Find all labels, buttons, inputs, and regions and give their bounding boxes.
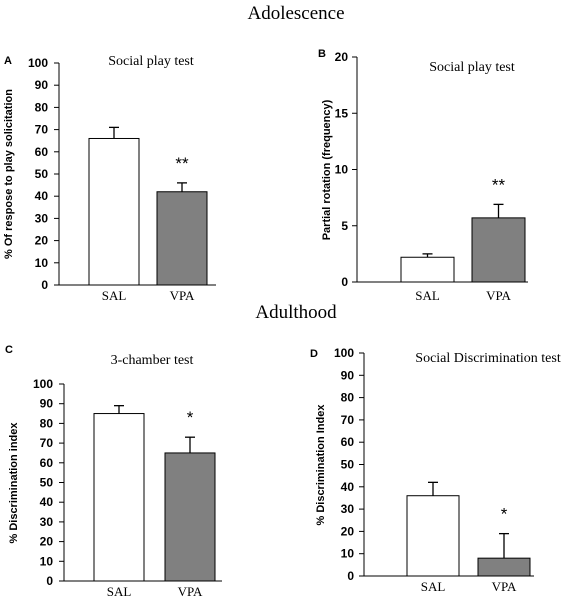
panel-d-y-tick-label: 50 xyxy=(341,458,355,472)
panel-a-bar-sal xyxy=(88,137,140,286)
panel-a-y-tick-label: 30 xyxy=(35,211,49,225)
panel-c-letter: C xyxy=(5,344,13,356)
panel-a-y-tick-label: 10 xyxy=(35,256,49,270)
panel-d-significance-vpa: * xyxy=(501,505,508,524)
panel-b-bar-vpa xyxy=(471,217,526,283)
panel-a-y-tick-label: 60 xyxy=(35,145,49,159)
panel-c-y-tick-label: 100 xyxy=(33,377,53,391)
panel-c-title: 3-chamber test xyxy=(111,353,194,368)
panel-b-letter: B xyxy=(318,48,326,60)
panel-d-y-tick-label: 80 xyxy=(341,391,355,405)
panel-c-y-axis-label: % Discrimination index xyxy=(8,422,20,544)
panel-b-y-tick-label: 15 xyxy=(335,106,349,120)
panel-a-significance-vpa: ** xyxy=(175,154,189,173)
panel-c-y-tick-label: 30 xyxy=(40,515,54,529)
panel-a-y-tick-label: 50 xyxy=(35,167,49,181)
panel-d-y-tick-label: 40 xyxy=(341,480,355,494)
panel-d-letter: D xyxy=(310,348,318,360)
panel-c-category-label-vpa: VPA xyxy=(178,584,203,599)
panel-d-y-tick-label: 100 xyxy=(334,346,354,360)
panel-d-title: Social Discrimination test xyxy=(415,351,561,366)
panel-b-category-label-sal: SAL xyxy=(415,288,440,303)
panel-a-bar-vpa xyxy=(156,191,208,286)
panel-b-y-tick-label: 20 xyxy=(335,50,349,64)
panel-a-title: Social play test xyxy=(108,54,194,69)
panel-d-bar-sal xyxy=(406,495,460,577)
panel-a-y-tick-label: 100 xyxy=(28,56,48,70)
panel-a-category-label-sal: SAL xyxy=(102,288,127,303)
panel-a-y-tick-label: 0 xyxy=(41,278,48,292)
panel-c-y-tick-label: 80 xyxy=(40,416,54,430)
panel-a-category-label-vpa: VPA xyxy=(170,288,195,303)
panel-d-y-tick-label: 10 xyxy=(341,547,355,561)
panel-c-y-tick-label: 90 xyxy=(40,397,54,411)
panel-a-y-tick-label: 20 xyxy=(35,234,49,248)
panel-a-y-axis-label: % Of respose to play solicitation xyxy=(3,89,15,259)
panel-b-y-tick-label: 10 xyxy=(335,163,349,177)
panel-d-y-tick-label: 70 xyxy=(341,413,355,427)
panel-d-category-label-sal: SAL xyxy=(421,579,446,594)
panel-d-y-tick-label: 20 xyxy=(341,524,355,538)
section-title-adulthood: Adulthood xyxy=(255,302,337,323)
panel-a-y-tick-label: 80 xyxy=(35,100,49,114)
panel-b-bar-sal xyxy=(400,256,455,283)
panel-b-title: Social play test xyxy=(429,60,515,75)
panel-d-category-label-vpa: VPA xyxy=(492,579,517,594)
panel-a-y-tick-label: 90 xyxy=(35,78,49,92)
panel-c-y-tick-label: 0 xyxy=(46,574,53,588)
panel-c-y-tick-label: 50 xyxy=(40,476,54,490)
panel-c-y-tick-label: 40 xyxy=(40,495,54,509)
panel-a-letter: A xyxy=(4,55,12,67)
panel-c-bar-sal xyxy=(93,413,145,582)
panel-d-y-tick-label: 30 xyxy=(341,502,355,516)
panel-c-y-tick-label: 10 xyxy=(40,554,54,568)
panel-b-significance-vpa: ** xyxy=(492,175,506,194)
panel-d-y-axis-label: % Discrimination Index xyxy=(315,404,327,526)
panel-a-y-tick-label: 70 xyxy=(35,123,49,137)
panel-c-y-tick-label: 60 xyxy=(40,456,54,470)
panel-d-y-tick-label: 90 xyxy=(341,368,355,382)
panel-b-y-tick-label: 0 xyxy=(341,275,348,289)
panel-d-bar-vpa xyxy=(477,557,531,577)
panel-b-y-tick-label: 5 xyxy=(341,219,348,233)
panel-c-category-label-sal: SAL xyxy=(107,584,132,599)
panel-a-y-tick-label: 40 xyxy=(35,189,49,203)
panel-c-y-tick-label: 70 xyxy=(40,436,54,450)
panel-c-bar-vpa xyxy=(164,452,216,582)
panel-d-y-tick-label: 0 xyxy=(347,569,354,583)
panel-c-significance-vpa: * xyxy=(187,408,194,427)
panel-d-y-tick-label: 60 xyxy=(341,435,355,449)
panel-c-y-tick-label: 20 xyxy=(40,535,54,549)
panel-b-category-label-vpa: VPA xyxy=(486,288,511,303)
section-title-adolescence: Adolescence xyxy=(247,3,344,24)
panel-b-y-axis-label: Partial rotation (frequency) xyxy=(321,99,333,240)
